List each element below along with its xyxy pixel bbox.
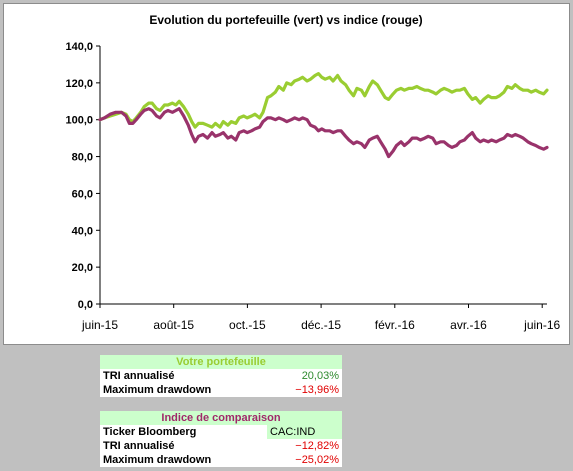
index-irr-label: TRI annualisé	[103, 440, 175, 452]
table-row: Maximum drawdown −13,96%	[100, 383, 342, 397]
x-tick-label: déc.-15	[301, 318, 341, 332]
table-row: Maximum drawdown −25,02%	[100, 453, 342, 467]
series-layer	[98, 72, 549, 159]
x-tick-label: oct.-15	[229, 318, 266, 332]
portfolio-series-line	[98, 72, 549, 129]
y-tick-label: 120,0	[65, 78, 93, 90]
portfolio-header: Votre portefeuille	[100, 355, 342, 369]
x-tick-label: févr.-16	[375, 318, 415, 332]
y-tick-label: 140,0	[65, 41, 93, 53]
table-row: TRI annualisé −12,82%	[100, 439, 342, 453]
chart-panel: Evolution du portefeuille (vert) vs indi…	[3, 3, 570, 345]
table-row: TRI annualisé 20,03%	[100, 369, 342, 383]
index-series-line	[98, 107, 549, 159]
index-header: Indice de comparaison	[100, 411, 342, 425]
y-tick-label: 60,0	[72, 188, 93, 200]
y-tick-label: 80,0	[72, 152, 93, 164]
index-drawdown-label: Maximum drawdown	[103, 454, 212, 466]
x-tick-label: août-15	[153, 318, 194, 332]
portfolio-irr-value: 20,03%	[301, 370, 339, 382]
y-axis: 0,0 20,0 40,0 60,0 80,0 100,0 120,0 140,0	[65, 41, 101, 311]
x-tick-label: avr.-16	[450, 318, 487, 332]
line-chart: Evolution du portefeuille (vert) vs indi…	[65, 13, 561, 332]
y-tick-label: 40,0	[72, 225, 93, 237]
x-axis: juin-15 août-15 oct.-15 déc.-15 févr.-16 avr.…	[81, 303, 561, 332]
index-irr-value: −12,82%	[295, 440, 339, 452]
portfolio-drawdown-label: Maximum drawdown	[103, 384, 212, 396]
chart-title: Evolution du portefeuille (vert) vs indi…	[149, 13, 422, 27]
portfolio-drawdown-value: −13,96%	[295, 384, 339, 396]
index-drawdown-value: −25,02%	[295, 454, 339, 466]
y-tick-label: 100,0	[65, 115, 93, 127]
portfolio-stats-table: Votre portefeuille TRI annualisé 20,03% …	[100, 355, 342, 397]
x-tick-label: juin-16	[523, 318, 560, 332]
index-stats-table: Indice de comparaison Ticker Bloomberg C…	[100, 411, 342, 467]
ticker-value[interactable]: CAC:IND	[267, 425, 342, 439]
x-tick-label: juin-15	[81, 318, 118, 332]
y-tick-label: 0,0	[78, 299, 93, 311]
ticker-label: Ticker Bloomberg	[103, 426, 197, 438]
table-row: Ticker Bloomberg CAC:IND	[100, 425, 342, 439]
y-tick-label: 20,0	[72, 262, 93, 274]
portfolio-irr-label: TRI annualisé	[103, 370, 175, 382]
